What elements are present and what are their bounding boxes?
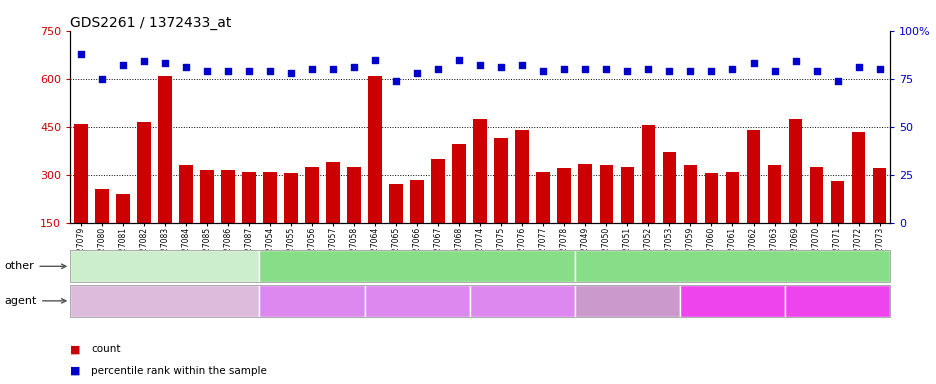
Bar bbox=[452, 144, 465, 271]
Bar bbox=[179, 165, 193, 271]
Bar bbox=[641, 125, 654, 271]
Bar bbox=[137, 122, 151, 271]
Point bbox=[451, 56, 466, 63]
Bar bbox=[221, 170, 235, 271]
Point bbox=[703, 68, 718, 74]
Point bbox=[598, 66, 613, 72]
Point bbox=[115, 62, 130, 68]
Point bbox=[304, 66, 319, 72]
Bar bbox=[599, 165, 612, 271]
Bar bbox=[368, 76, 382, 271]
Point bbox=[661, 68, 676, 74]
Bar bbox=[536, 172, 549, 271]
Point bbox=[745, 60, 760, 66]
Point bbox=[724, 66, 739, 72]
Point bbox=[262, 68, 277, 74]
Bar bbox=[305, 167, 318, 271]
Bar bbox=[431, 159, 445, 271]
Point bbox=[199, 68, 214, 74]
Bar bbox=[809, 167, 823, 271]
Point bbox=[808, 68, 823, 74]
Point bbox=[178, 64, 193, 70]
Text: untreated: untreated bbox=[142, 296, 187, 305]
Point bbox=[95, 76, 110, 82]
Bar bbox=[515, 130, 529, 271]
Text: ■: ■ bbox=[70, 344, 80, 354]
Point bbox=[493, 64, 508, 70]
Text: dinitrophenol: dinitrophenol bbox=[387, 296, 446, 305]
Bar bbox=[788, 119, 801, 271]
Point bbox=[367, 56, 382, 63]
Point bbox=[472, 62, 487, 68]
Point bbox=[850, 64, 865, 70]
Text: ■: ■ bbox=[70, 366, 80, 376]
Text: caerulein: caerulein bbox=[290, 296, 333, 305]
Bar bbox=[851, 131, 865, 271]
Point bbox=[787, 58, 802, 65]
Point bbox=[767, 68, 782, 74]
Text: GDS2261 / 1372433_at: GDS2261 / 1372433_at bbox=[70, 16, 231, 30]
Text: alpha-naphthylisothiocyan
ate: alpha-naphthylisothiocyan ate bbox=[566, 291, 687, 311]
Bar bbox=[410, 180, 423, 271]
Bar bbox=[557, 168, 571, 271]
Bar bbox=[263, 172, 276, 271]
Text: toxic: toxic bbox=[719, 261, 745, 271]
Bar bbox=[871, 168, 885, 271]
Bar bbox=[704, 173, 718, 271]
Point bbox=[73, 51, 88, 57]
Text: non-toxic: non-toxic bbox=[391, 261, 443, 271]
Text: n-methylformamide: n-methylformamide bbox=[792, 296, 882, 305]
Bar bbox=[724, 172, 739, 271]
Point bbox=[640, 66, 655, 72]
Point bbox=[578, 66, 592, 72]
Point bbox=[241, 68, 256, 74]
Point bbox=[871, 66, 886, 72]
Bar bbox=[578, 164, 592, 271]
Point bbox=[137, 58, 152, 65]
Bar bbox=[620, 167, 634, 271]
Point bbox=[157, 60, 172, 66]
Text: control: control bbox=[145, 261, 184, 271]
Point bbox=[514, 62, 529, 68]
Bar bbox=[200, 170, 213, 271]
Point bbox=[620, 68, 635, 74]
Bar bbox=[74, 124, 88, 271]
Bar bbox=[473, 119, 487, 271]
Bar bbox=[683, 165, 696, 271]
Point bbox=[220, 68, 235, 74]
Bar bbox=[662, 152, 676, 271]
Point bbox=[682, 68, 697, 74]
Bar bbox=[746, 130, 759, 271]
Point bbox=[431, 66, 446, 72]
Bar bbox=[326, 162, 340, 271]
Bar bbox=[116, 194, 129, 271]
Point bbox=[346, 64, 361, 70]
Point bbox=[409, 70, 424, 76]
Point bbox=[388, 78, 403, 84]
Bar bbox=[95, 189, 109, 271]
Point bbox=[829, 78, 844, 84]
Bar bbox=[767, 165, 781, 271]
Bar bbox=[158, 76, 171, 271]
Bar bbox=[347, 167, 360, 271]
Text: other: other bbox=[5, 261, 66, 271]
Bar bbox=[830, 181, 843, 271]
Bar bbox=[388, 184, 402, 271]
Point bbox=[535, 68, 550, 74]
Text: count: count bbox=[91, 344, 120, 354]
Bar bbox=[494, 138, 507, 271]
Point bbox=[284, 70, 299, 76]
Bar bbox=[284, 173, 298, 271]
Text: rosiglitazone: rosiglitazone bbox=[492, 296, 550, 305]
Text: percentile rank within the sample: percentile rank within the sample bbox=[91, 366, 267, 376]
Point bbox=[556, 66, 571, 72]
Text: dimethylnitrosamine: dimethylnitrosamine bbox=[685, 296, 779, 305]
Point bbox=[325, 66, 340, 72]
Text: agent: agent bbox=[5, 296, 66, 306]
Bar bbox=[241, 172, 256, 271]
